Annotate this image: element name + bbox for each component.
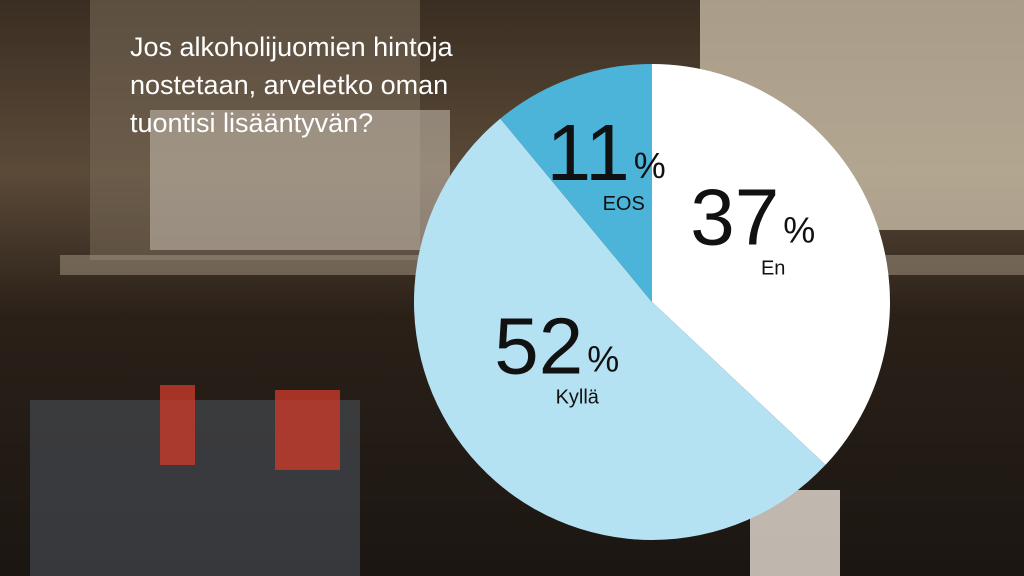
pie-slice — [413, 118, 826, 541]
category-label: En — [761, 258, 785, 280]
value-label: 37 — [690, 173, 779, 262]
chart-title: Jos alkoholijuomien hintoja nostetaan, a… — [130, 32, 453, 138]
category-label: EOS — [603, 193, 645, 215]
value-label: 11 — [547, 108, 630, 197]
value-label: 52 — [494, 301, 583, 390]
unit-label: % — [634, 145, 666, 186]
unit-label: % — [783, 210, 815, 251]
pie-slice — [652, 64, 890, 465]
category-label: Kyllä — [556, 386, 600, 408]
unit-label: % — [587, 338, 619, 379]
pie-slice — [500, 64, 652, 302]
